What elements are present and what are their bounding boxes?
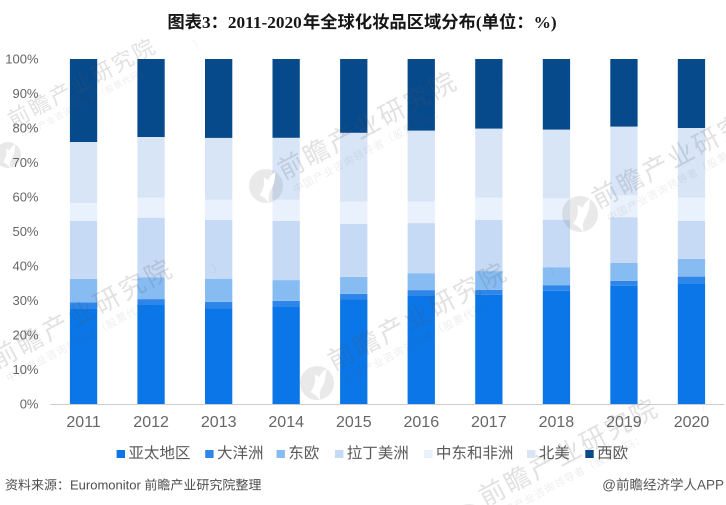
svg-text:80%: 80% (12, 121, 38, 136)
svg-text:90%: 90% (12, 86, 38, 101)
svg-text:50%: 50% (12, 224, 38, 239)
svg-text:30%: 30% (12, 293, 38, 308)
svg-text:%): %) (534, 13, 557, 32)
svg-text:0%: 0% (20, 397, 39, 412)
svg-text:70%: 70% (12, 155, 38, 170)
svg-text:(: ( (476, 13, 482, 32)
svg-text:2013: 2013 (201, 414, 237, 431)
svg-text:100%: 100% (5, 52, 39, 67)
svg-text:2015: 2015 (336, 414, 372, 431)
svg-text:@: @ (602, 478, 616, 493)
svg-text:2011-2020: 2011-2020 (228, 13, 302, 32)
svg-text:3: 3 (202, 13, 211, 32)
svg-text:2016: 2016 (404, 414, 440, 431)
svg-text:10%: 10% (12, 362, 38, 377)
svg-text:2017: 2017 (471, 414, 507, 431)
svg-text:Euromonitor: Euromonitor (70, 478, 141, 493)
svg-text:2012: 2012 (133, 414, 169, 431)
svg-text:40%: 40% (12, 259, 38, 274)
svg-text:2014: 2014 (268, 414, 304, 431)
svg-text:2020: 2020 (674, 414, 710, 431)
svg-text:2011: 2011 (66, 414, 101, 431)
svg-text:2018: 2018 (539, 414, 575, 431)
svg-text:60%: 60% (12, 190, 38, 205)
svg-text:APP: APP (697, 478, 724, 493)
